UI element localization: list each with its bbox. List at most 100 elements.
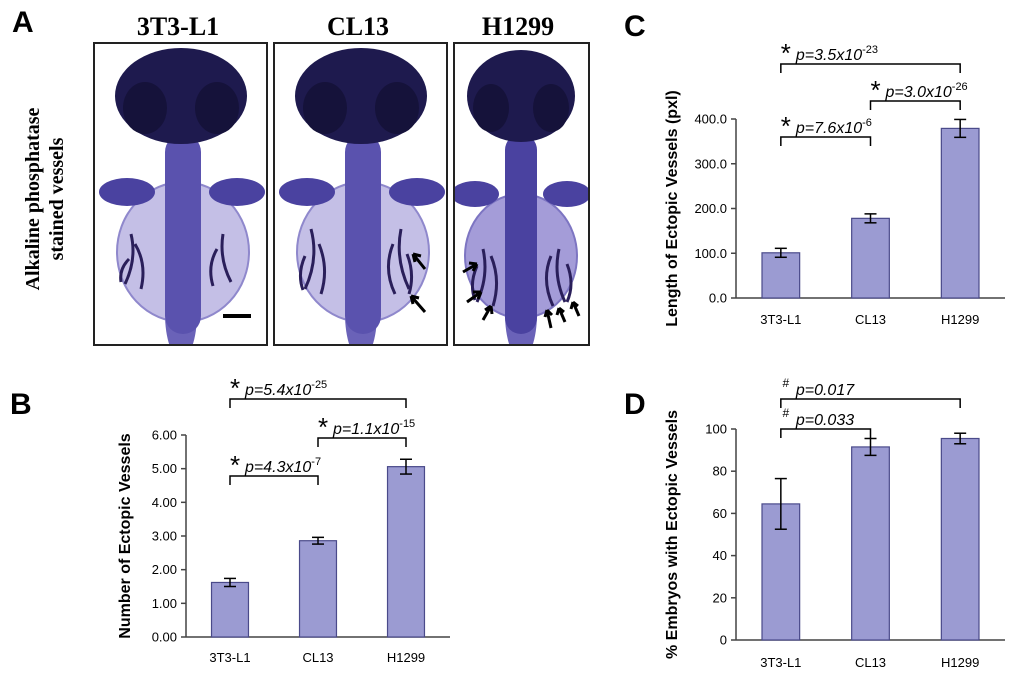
embryo-photo-h1299 xyxy=(453,42,590,346)
bar-c-0 xyxy=(761,252,801,299)
embryo-fin-right xyxy=(543,181,588,207)
panel-letter-d: D xyxy=(624,388,646,421)
y-tick-label-d: 100 xyxy=(705,422,727,437)
y-tick-label-d: 80 xyxy=(713,464,727,479)
y-tick-label-b: 4.00 xyxy=(152,495,177,510)
p-value-exponent-c: -23 xyxy=(862,44,878,56)
panel-letter-b: B xyxy=(10,388,32,421)
arrow-icon xyxy=(569,300,581,317)
arrow-icon xyxy=(409,294,427,313)
embryo-fin-left xyxy=(279,178,335,206)
embryo-drawing-3t3l1 xyxy=(99,48,265,344)
significance-marker-c: * xyxy=(870,75,880,105)
embryo-h1299 xyxy=(455,50,588,344)
significance-marker-d: # xyxy=(782,406,789,420)
significance-bracket-c xyxy=(780,136,872,146)
significance-bracket-c xyxy=(869,100,961,110)
x-tick-label-b: CL13 xyxy=(302,650,333,665)
arrow-icon xyxy=(543,308,554,329)
embryo-eye-left xyxy=(303,82,347,134)
panel-letter-a: A xyxy=(12,6,34,39)
y-tick-label-c: 0.0 xyxy=(709,291,727,306)
embryo-drawing-h1299 xyxy=(455,50,588,344)
p-value-exponent-c: -26 xyxy=(952,81,968,93)
vessel-left xyxy=(298,228,326,295)
significance-bracket-d xyxy=(780,398,961,408)
y-axis-title-c: Length of Ectopic Vessels (pxl) xyxy=(664,90,681,327)
p-value-label-c: p=3.5x10-23 xyxy=(795,44,878,64)
bar-d-2 xyxy=(940,437,980,641)
x-tick-label-b: 3T3-L1 xyxy=(209,650,250,665)
bar-b-1 xyxy=(298,540,338,638)
x-tick-label-b: H1299 xyxy=(387,650,425,665)
significance-marker-d: # xyxy=(782,376,789,390)
y-tick-label-b: 2.00 xyxy=(152,562,177,577)
embryo-fin-right xyxy=(209,178,265,206)
p-value-label-c: p=3.0x10-26 xyxy=(885,81,968,101)
y-tick-label-c: 100.0 xyxy=(694,246,727,261)
arrow-icon xyxy=(466,290,483,304)
vessel-right xyxy=(387,228,414,295)
p-value-label-c: p=7.6x10-6 xyxy=(795,117,872,137)
y-tick-label-c: 300.0 xyxy=(694,156,727,171)
y-axis-title-d: % Embryos with Ectopic Vessels xyxy=(664,410,681,659)
p-value-label-b: p=4.3x10-7 xyxy=(244,456,321,476)
bar-b-2 xyxy=(386,466,426,638)
y-tick-label-b: 1.00 xyxy=(152,596,177,611)
significance-bracket-b xyxy=(229,398,407,408)
embryo-trunk xyxy=(165,134,201,334)
x-tick-label-c: H1299 xyxy=(941,312,979,327)
scale-bar xyxy=(223,314,251,318)
vessel-left xyxy=(119,233,145,290)
y-tick-label-b: 0.00 xyxy=(152,630,177,645)
significance-bracket-d xyxy=(780,428,872,438)
arrow-icon xyxy=(555,306,567,323)
p-value-exponent-b: -15 xyxy=(399,418,415,430)
y-axis-title-b: Number of Ectopic Vessels xyxy=(117,433,134,639)
bar-b-0 xyxy=(210,581,250,638)
embryo-eye-left xyxy=(473,84,509,132)
significance-bracket-b xyxy=(317,437,407,447)
p-value-exponent-c: -6 xyxy=(862,117,872,129)
arrow-icon xyxy=(481,304,494,321)
embryo-photo-cl13 xyxy=(273,42,448,346)
y-tick-label-d: 60 xyxy=(713,506,727,521)
p-value-label-b: p=5.4x10-25 xyxy=(244,379,327,399)
bar-c-2 xyxy=(940,127,980,299)
photo-label-cl13: CL13 xyxy=(326,12,390,41)
bar-d-1 xyxy=(851,446,890,641)
p-value-exponent-b: -25 xyxy=(311,379,327,391)
significance-marker-b: * xyxy=(318,412,328,442)
embryo-3t3l1 xyxy=(99,48,265,344)
embryo-eye-left xyxy=(123,82,167,134)
embryo-fin-right xyxy=(389,178,445,206)
significance-marker-c: * xyxy=(781,38,791,68)
p-value-label-d: p=0.017 xyxy=(795,382,855,399)
y-tick-label-b: 3.00 xyxy=(152,529,177,544)
embryo-trunk xyxy=(345,134,381,334)
p-value-label-b: p=1.1x10-15 xyxy=(332,418,415,438)
embryo-trunk xyxy=(505,134,537,334)
vessel-right xyxy=(545,248,573,307)
vessel-right xyxy=(209,233,233,287)
embryo-photo-3t3l1 xyxy=(93,42,268,346)
embryo-fin-left xyxy=(455,181,499,207)
y-tick-label-d: 0 xyxy=(720,633,727,648)
bar-c-1 xyxy=(851,217,890,299)
y-tick-label-d: 40 xyxy=(713,548,727,563)
embryo-cl13 xyxy=(279,48,445,344)
significance-marker-b: * xyxy=(230,373,240,403)
embryo-fin-left xyxy=(99,178,155,206)
panel-letter-c: C xyxy=(624,10,646,43)
x-tick-label-c: CL13 xyxy=(855,312,886,327)
embryo-drawing-cl13 xyxy=(279,48,445,344)
x-tick-label-d: 3T3-L1 xyxy=(760,655,801,670)
x-tick-label-c: 3T3-L1 xyxy=(760,312,801,327)
significance-marker-b: * xyxy=(230,450,240,480)
significance-bracket-b xyxy=(229,475,319,485)
arrow-icon xyxy=(411,252,427,270)
y-tick-label-b: 6.00 xyxy=(152,428,177,443)
p-value-exponent-b: -7 xyxy=(311,456,321,468)
y-tick-label-b: 5.00 xyxy=(152,461,177,476)
x-tick-label-d: H1299 xyxy=(941,655,979,670)
